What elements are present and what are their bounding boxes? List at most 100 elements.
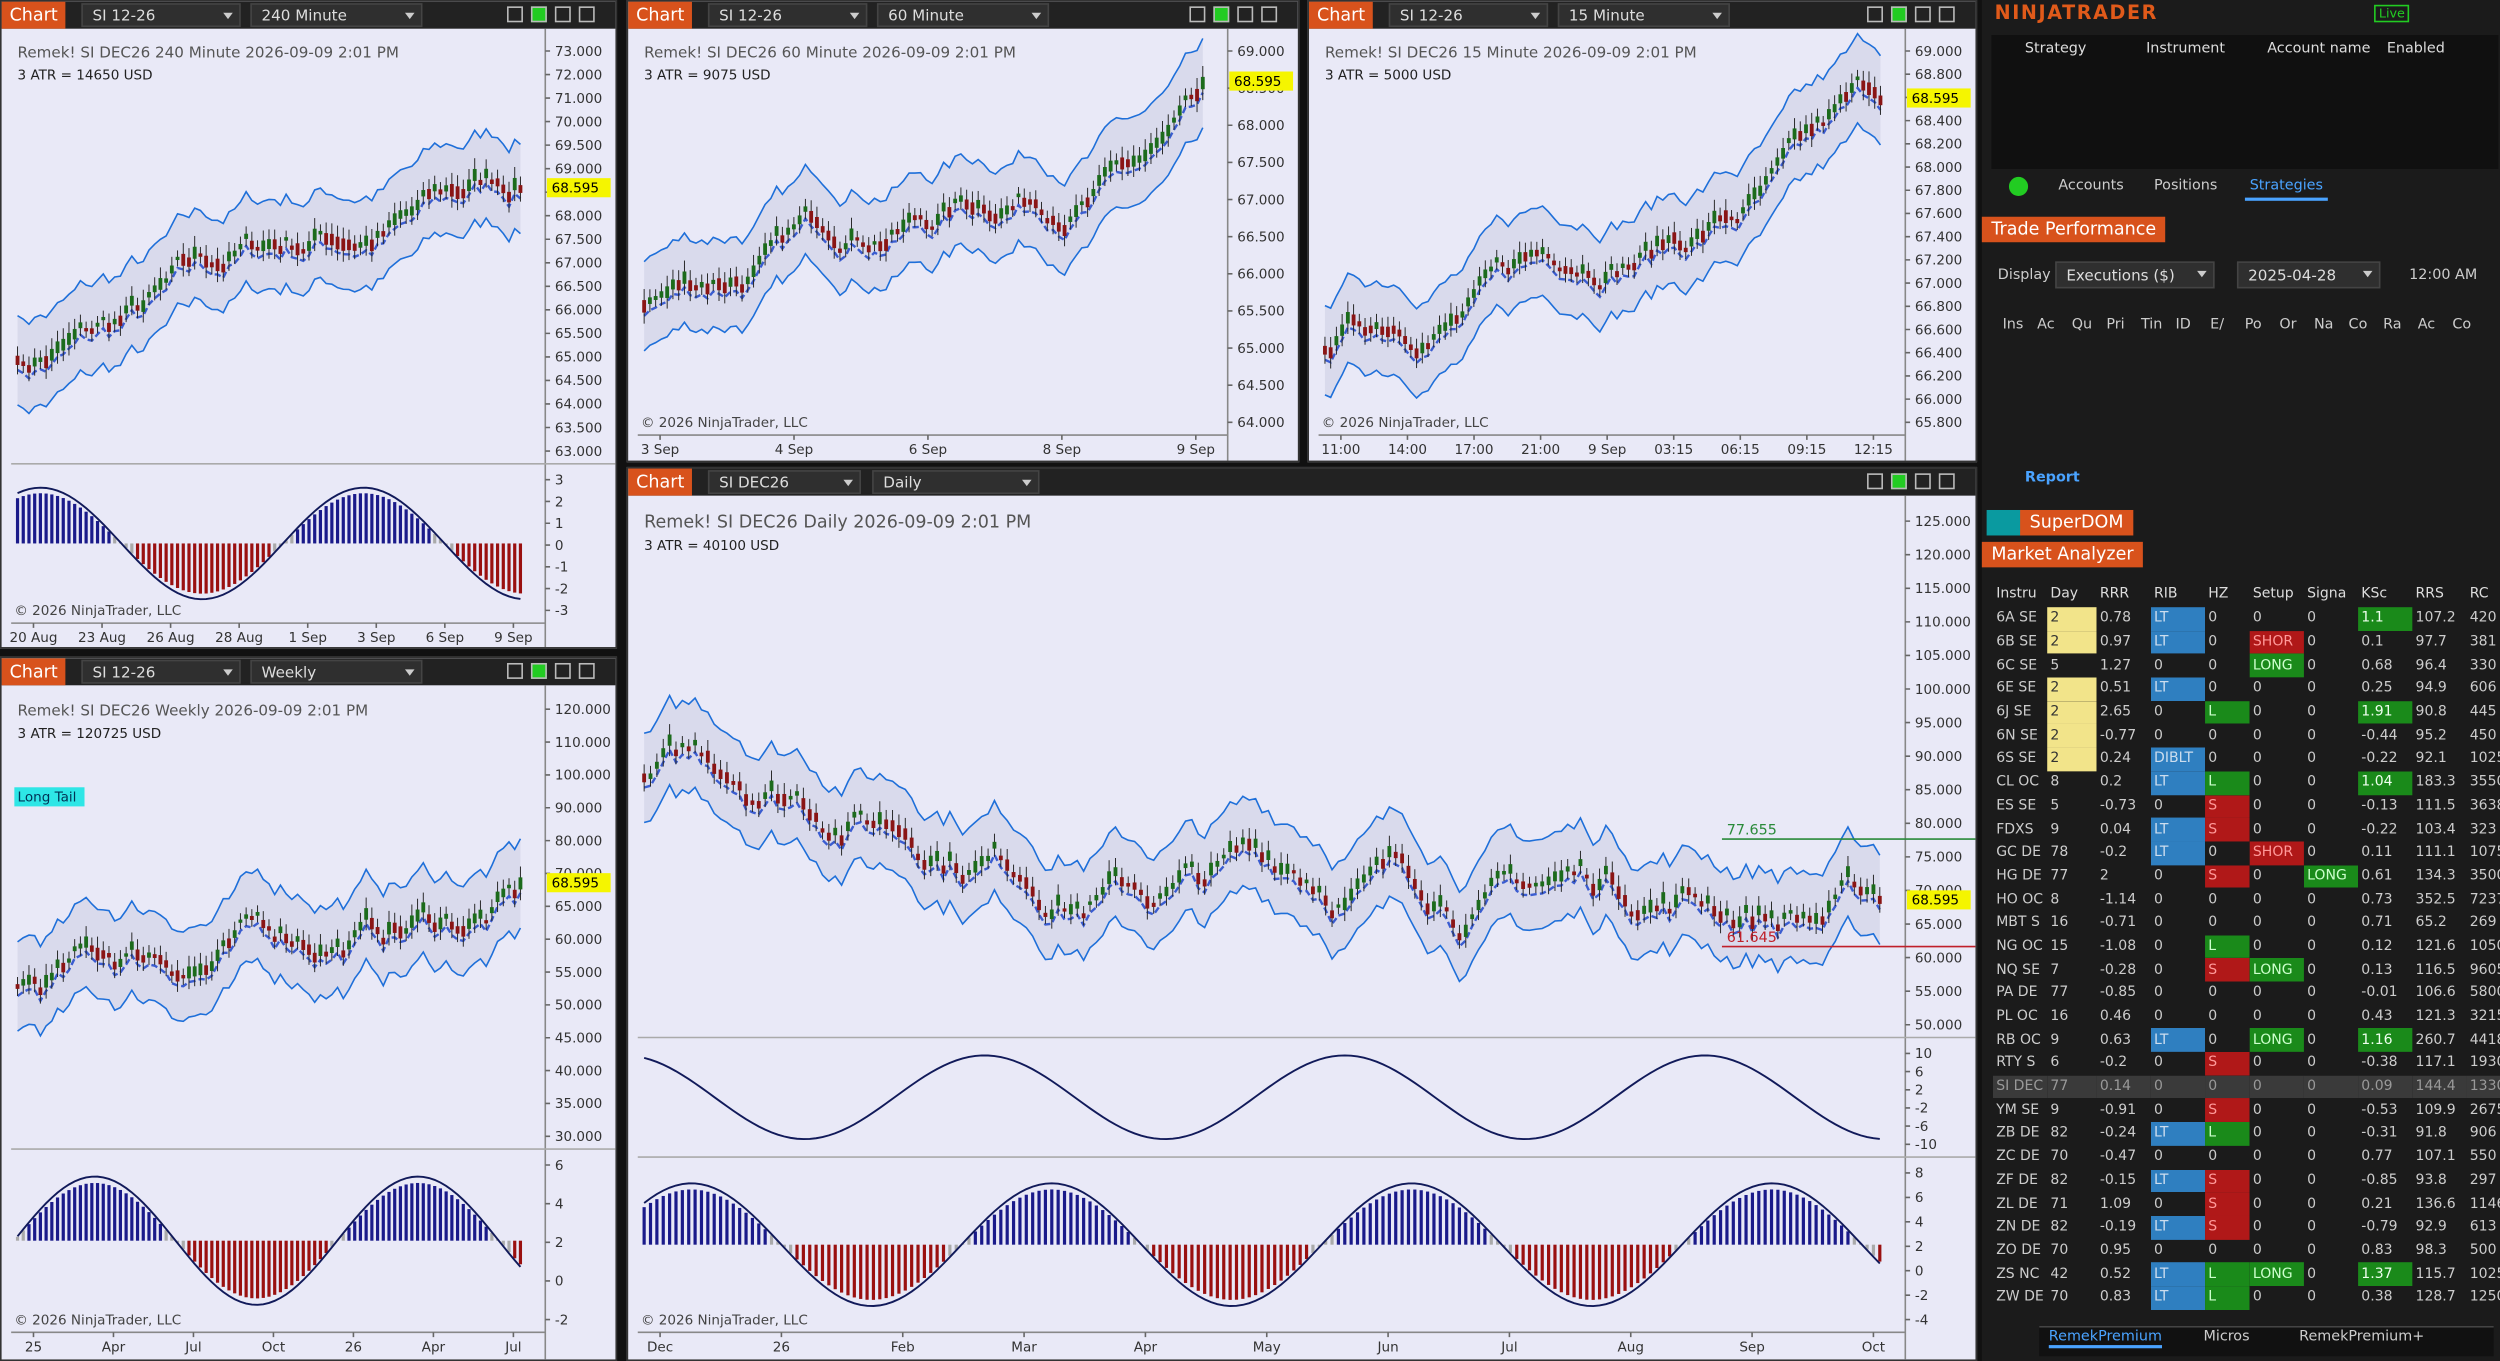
- tab[interactable]: Positions: [2154, 178, 2218, 195]
- x-tick-label: 21:00: [1521, 442, 1560, 458]
- osc-bar: [84, 1183, 88, 1241]
- chart-toolbar: Chart SI 12-26 Weekly: [1, 658, 616, 686]
- window-button[interactable]: [1189, 6, 1206, 23]
- column-header: Na: [2313, 317, 2334, 334]
- candle-body: [699, 752, 704, 757]
- instrument-selector[interactable]: SI 12-26: [707, 3, 868, 28]
- analyzer-cell: 6S SE: [1996, 751, 2037, 768]
- candle-body: [1408, 344, 1413, 350]
- analyzer-cell: 3215: [2469, 1008, 2500, 1025]
- last-price-label: 68.595: [1912, 893, 1959, 909]
- window-button[interactable]: [1938, 473, 1955, 490]
- analyzer-cell: L: [2205, 700, 2250, 725]
- window-button[interactable]: [1261, 6, 1278, 23]
- window-button[interactable]: [1938, 6, 1955, 23]
- osc-bar: [153, 543, 157, 574]
- display-selector[interactable]: Executions ($): [2055, 261, 2215, 289]
- candle-body: [484, 168, 489, 179]
- osc-bar: [1279, 1244, 1283, 1281]
- tab[interactable]: Micros: [2203, 1329, 2250, 1346]
- window-button[interactable]: [1890, 473, 1907, 490]
- analyzer-cell: 550: [2469, 1149, 2497, 1166]
- window-button[interactable]: [1867, 6, 1883, 23]
- osc-bar: [1031, 1192, 1035, 1245]
- osc-bar: [393, 1188, 397, 1241]
- interval-selector[interactable]: 60 Minute: [876, 3, 1050, 28]
- window-button[interactable]: [1213, 6, 1230, 23]
- candle-body: [129, 941, 134, 950]
- tab[interactable]: RemekPremium+: [2299, 1329, 2425, 1346]
- tab[interactable]: RemekPremium: [2048, 1329, 2162, 1349]
- analyzer-cell: -0.91: [2099, 1102, 2137, 1119]
- candle-body: [884, 239, 888, 251]
- candle-body: [1340, 324, 1345, 336]
- analyzer-row: ZO DE 70 0.95 0 0 0 0 0.83 98.3 500: [1993, 1239, 2500, 1262]
- candle-body: [897, 825, 901, 838]
- osc-bar: [1648, 1244, 1653, 1274]
- candle-body: [1546, 253, 1551, 259]
- interval-selector[interactable]: 240 Minute: [250, 3, 423, 28]
- osc-bar: [450, 543, 454, 551]
- candle-body: [1643, 241, 1648, 251]
- window-button[interactable]: [578, 6, 595, 23]
- tab[interactable]: Accounts: [2058, 178, 2124, 195]
- window-button[interactable]: [1914, 473, 1931, 490]
- window-button[interactable]: [578, 662, 595, 679]
- candle-body: [249, 240, 254, 250]
- osc-bar: [1540, 1244, 1544, 1281]
- y-tick-label: 70.000: [555, 114, 602, 130]
- candle-body: [78, 322, 83, 329]
- window-button[interactable]: [1914, 6, 1931, 23]
- osc-bar: [712, 1193, 716, 1245]
- candle-body: [238, 919, 243, 923]
- chart-canvas: 69.00068.50068.00067.50067.00066.50066.0…: [637, 28, 1294, 461]
- tab[interactable]: Strategies: [2244, 175, 2328, 201]
- instrument-selector[interactable]: SI DEC26: [707, 470, 861, 495]
- candle-body: [501, 184, 506, 194]
- date-selector[interactable]: 2025-04-28: [2236, 261, 2381, 289]
- report-tab[interactable]: Report: [2024, 470, 2080, 487]
- analyzer-cell: 107.1: [2415, 1149, 2456, 1166]
- candle-body: [1397, 329, 1402, 337]
- interval-selector[interactable]: 15 Minute: [1557, 3, 1730, 28]
- window-button[interactable]: [1890, 6, 1907, 23]
- osc-bar: [341, 1233, 345, 1241]
- instrument-selector[interactable]: SI 12-26: [1388, 3, 1549, 28]
- target-label: 77.655: [1727, 822, 1777, 838]
- window-button[interactable]: [1237, 6, 1254, 23]
- candle-body: [78, 943, 83, 949]
- analyzer-cell: 1025: [2469, 751, 2500, 768]
- candle-body: [647, 297, 652, 304]
- osc-bar: [307, 1240, 311, 1271]
- instrument-selector[interactable]: SI 12-26: [81, 659, 241, 684]
- analyzer-cell: 0: [2307, 704, 2317, 721]
- window-button[interactable]: [1867, 473, 1883, 490]
- interval-selector[interactable]: Weekly: [250, 659, 423, 684]
- analyzer-cell: 0.13: [2361, 962, 2393, 978]
- window-button[interactable]: [554, 6, 571, 23]
- osc-bar: [1222, 1244, 1226, 1300]
- window-button[interactable]: [507, 6, 523, 23]
- chart-window: Chart SI DEC26 Daily 125.000 120.000 115.000 1…: [626, 466, 1978, 1361]
- osc-bar: [1718, 1210, 1723, 1245]
- candle-body: [1094, 895, 1099, 901]
- window-button[interactable]: [530, 662, 547, 679]
- candle-body: [1160, 131, 1165, 144]
- osc-bar: [1597, 1244, 1602, 1300]
- analyzer-cell: 6A SE: [1996, 610, 2037, 627]
- osc-bar: [147, 1212, 151, 1241]
- interval-selector[interactable]: Daily: [872, 470, 1040, 495]
- analyzer-cell: MBT S: [1996, 915, 2040, 932]
- osc-bar: [750, 1217, 755, 1245]
- osc-tick-label: 0: [555, 538, 564, 554]
- instrument-selector[interactable]: SI 12-26: [81, 3, 241, 28]
- osc-bar: [50, 494, 54, 544]
- candle-body: [1200, 76, 1205, 90]
- window-button[interactable]: [530, 6, 547, 23]
- window-button[interactable]: [554, 662, 571, 679]
- x-tick-label: 4 Sep: [775, 442, 813, 458]
- window-button[interactable]: [507, 662, 523, 679]
- candle-body: [1451, 919, 1455, 928]
- osc-bar: [415, 1182, 420, 1241]
